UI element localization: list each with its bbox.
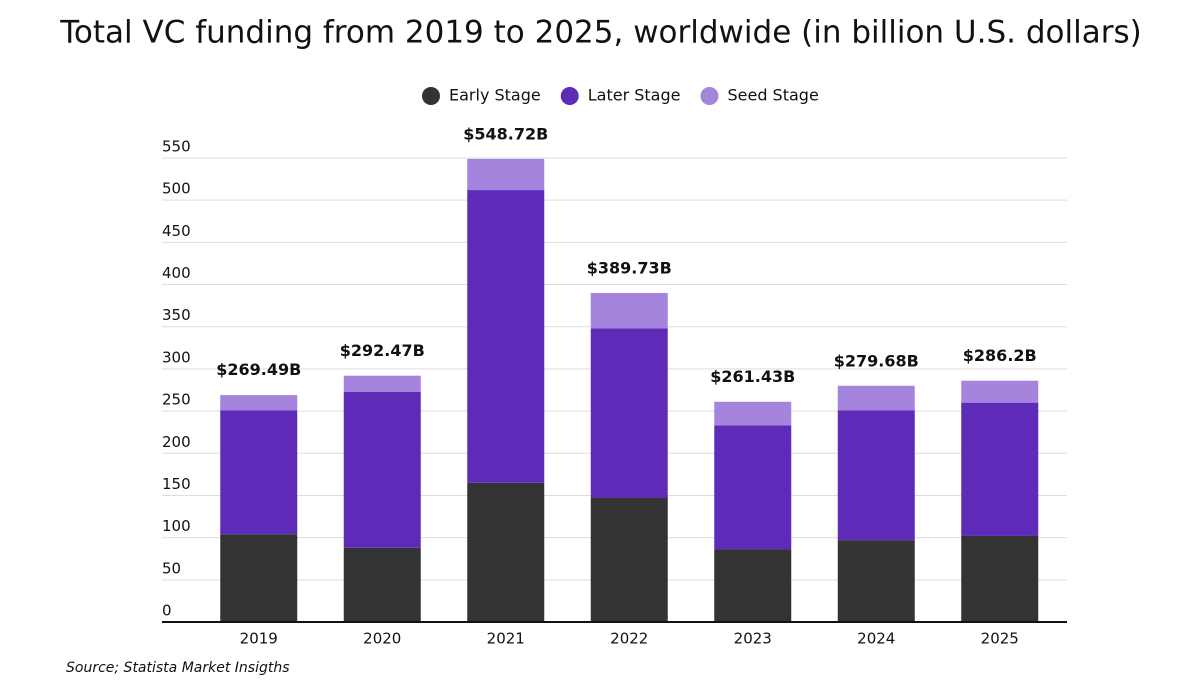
y-tick-label: 200 — [162, 433, 191, 451]
y-tick-label: 100 — [162, 517, 191, 535]
y-tick-label: 50 — [162, 559, 181, 577]
y-tick-label: 400 — [162, 264, 191, 282]
bar-segment — [590, 292, 668, 329]
bar-segment — [837, 410, 915, 541]
bar-segment — [961, 402, 1039, 536]
x-tick-label: 2020 — [363, 630, 401, 648]
x-tick-label: 2022 — [610, 630, 648, 648]
total-label: $286.2B — [963, 346, 1037, 365]
total-label: $279.68B — [834, 352, 919, 371]
bar-segment — [837, 385, 915, 411]
bar-segment — [343, 547, 421, 622]
legend-label: Seed Stage — [727, 86, 818, 105]
bar-segment — [714, 401, 792, 426]
bar-segment — [220, 410, 298, 535]
total-label: $292.47B — [340, 341, 425, 360]
source: Source; Statista Market Insigths — [66, 660, 290, 676]
bar-segment — [961, 535, 1039, 622]
y-tick-label: 500 — [162, 180, 191, 198]
bar-segment — [961, 380, 1039, 403]
bar-segment — [590, 328, 668, 498]
y-tick-label: 550 — [162, 138, 191, 156]
x-tick-label: 2023 — [734, 630, 772, 648]
legend-label: Early Stage — [449, 86, 541, 105]
bar-segment — [714, 549, 792, 622]
y-tick-label: 150 — [162, 475, 191, 493]
bar-segment — [343, 375, 421, 392]
x-tick-label: 2025 — [981, 630, 1019, 648]
y-tick-label: 250 — [162, 391, 191, 409]
bar-segment — [714, 425, 792, 550]
legend-swatch — [560, 87, 579, 105]
bar-segment — [343, 391, 421, 548]
bar-segment — [467, 482, 545, 622]
y-tick-label: 450 — [162, 222, 191, 240]
y-tick-label: 350 — [162, 306, 191, 324]
total-label: $548.72B — [463, 125, 548, 144]
legend-swatch — [700, 87, 719, 105]
x-tick-label: 2021 — [487, 630, 525, 648]
x-tick-label: 2019 — [240, 630, 278, 648]
total-label: $389.73B — [587, 259, 672, 278]
chart-title: Total VC funding from 2019 to 2025, worl… — [59, 15, 1141, 51]
y-tick-label: 0 — [162, 602, 172, 620]
bar-segment — [590, 497, 668, 622]
y-tick-label: 300 — [162, 348, 191, 366]
bar-segment — [467, 190, 545, 483]
bar-segment — [467, 158, 545, 191]
legend-label: Later Stage — [588, 86, 681, 105]
total-label: $261.43B — [710, 367, 795, 386]
legend-swatch — [422, 87, 440, 105]
bar-segment — [220, 395, 298, 411]
bar-segment — [837, 540, 915, 622]
total-label: $269.49B — [216, 360, 301, 379]
x-tick-label: 2024 — [857, 630, 895, 648]
bar-segment — [220, 534, 298, 622]
